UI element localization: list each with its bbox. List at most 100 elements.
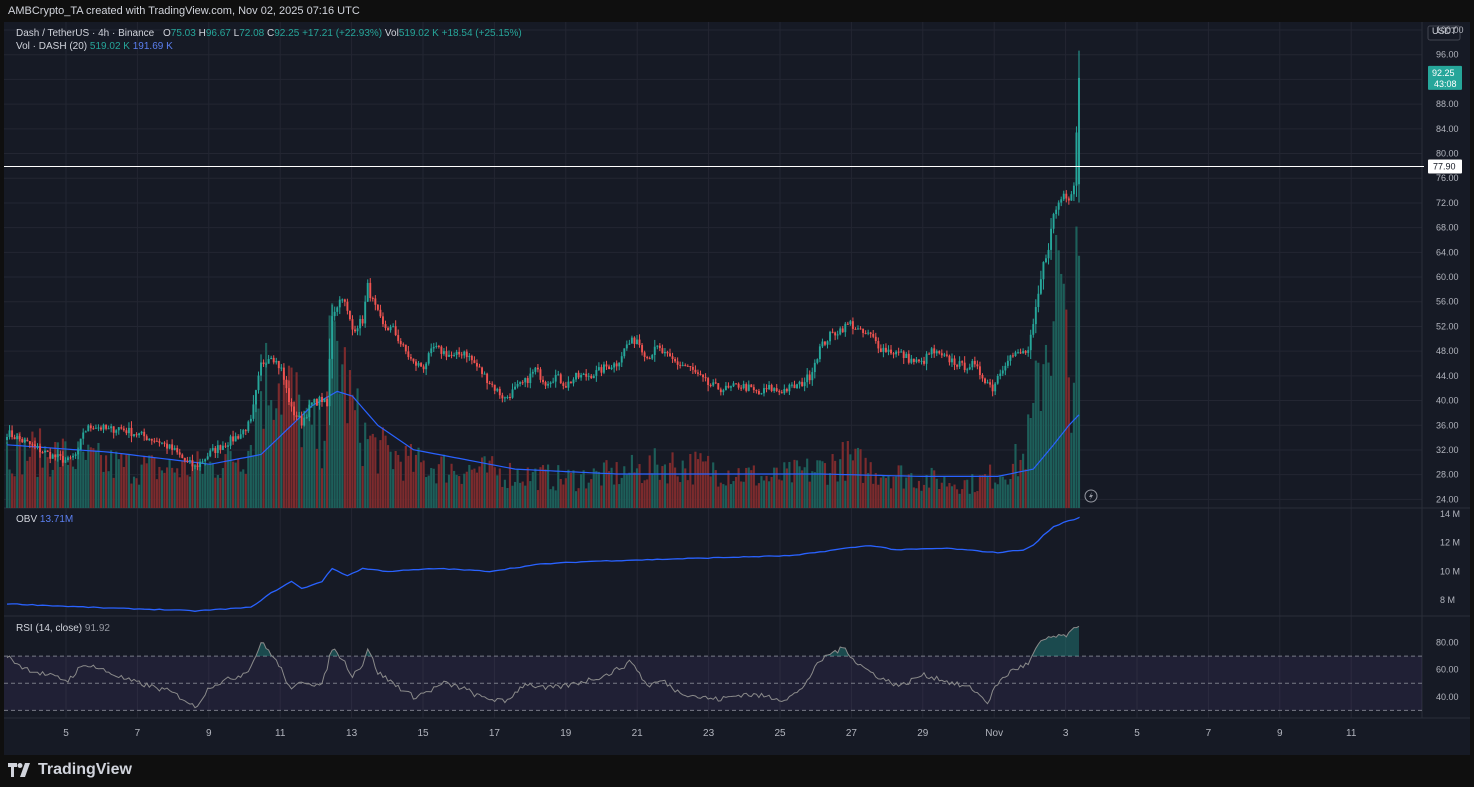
time-tick-label: 15 xyxy=(417,728,429,739)
volume-bar xyxy=(811,471,814,508)
volume-bar xyxy=(292,401,296,508)
volume-bar xyxy=(209,461,212,508)
volume-bar xyxy=(953,484,956,508)
volume-bar xyxy=(625,474,628,508)
volume-bar xyxy=(727,470,730,508)
candle-body xyxy=(488,383,491,385)
volume-bar xyxy=(333,321,336,508)
candle-body xyxy=(925,353,928,364)
volume-bar xyxy=(430,467,433,508)
volume-bar xyxy=(613,484,616,508)
candle-body xyxy=(402,344,405,346)
volume-bar xyxy=(468,464,471,508)
candle-body xyxy=(214,448,217,454)
candle-body xyxy=(737,383,740,388)
volume-bar xyxy=(275,408,278,508)
volume-legend[interactable]: Vol · DASH (20) 519.02 K 191.69 K xyxy=(16,41,173,52)
volume-bar xyxy=(1034,360,1037,508)
volume-ma-value: 191.69 K xyxy=(132,41,173,52)
candle-body xyxy=(902,351,905,359)
candle-body xyxy=(506,396,509,398)
volume-bar xyxy=(397,454,400,508)
volume-bar xyxy=(493,467,496,508)
candle-body xyxy=(790,384,793,386)
candle-body xyxy=(1065,193,1068,199)
volume-bar xyxy=(49,476,52,508)
volume-bar xyxy=(801,470,804,508)
volume-bar xyxy=(287,365,291,508)
candle-body xyxy=(755,390,758,392)
candle-body xyxy=(288,388,290,403)
volume-bar xyxy=(506,488,509,508)
volume-legend-value: 519.02 K xyxy=(89,41,130,52)
candle-body xyxy=(1055,209,1058,215)
candle-body xyxy=(554,374,557,382)
volume-bar xyxy=(463,473,466,508)
volume-bar xyxy=(826,484,829,508)
rsi-legend[interactable]: RSI (14, close) 91.92 xyxy=(16,623,110,634)
candle-body xyxy=(445,351,448,357)
volume-bar xyxy=(359,442,362,508)
volume-bar xyxy=(181,460,184,508)
candle-body xyxy=(376,304,379,310)
volume-bar xyxy=(641,483,644,508)
volume-bar xyxy=(475,472,479,508)
volume-bar xyxy=(379,440,382,508)
volume-bar xyxy=(298,394,301,508)
candle-body xyxy=(496,388,499,391)
candle-body xyxy=(707,378,710,386)
volume-bar xyxy=(84,459,87,508)
volume-bar xyxy=(508,462,512,508)
high-label: H xyxy=(198,28,206,39)
volume-bar xyxy=(747,467,750,508)
candle-body xyxy=(216,445,219,454)
candle-body xyxy=(409,357,412,359)
volume-bar xyxy=(854,448,857,508)
candle-body xyxy=(803,382,806,387)
volume-bar xyxy=(188,476,191,508)
candle-body xyxy=(97,427,100,429)
candle-body xyxy=(491,383,494,385)
candle-body xyxy=(592,375,595,379)
volume-bar xyxy=(679,482,682,508)
candle-body xyxy=(481,367,483,374)
volume-bar xyxy=(303,410,306,508)
volume-bar xyxy=(308,399,311,508)
volume-bar xyxy=(717,486,720,508)
volume-bar xyxy=(1022,453,1025,508)
candle-body xyxy=(191,460,194,467)
volume-bar xyxy=(394,450,397,508)
candle-body xyxy=(605,364,608,367)
volume-bar xyxy=(31,431,34,508)
candle-body xyxy=(219,445,222,450)
candle-body xyxy=(557,374,560,376)
volume-bar xyxy=(242,469,245,508)
volume-bar xyxy=(877,484,880,508)
candle-body xyxy=(824,341,826,345)
obv-legend[interactable]: OBV 13.71M xyxy=(16,514,73,525)
candle-body xyxy=(265,363,268,365)
volume-bar xyxy=(765,475,768,508)
candle-body xyxy=(521,382,524,384)
candle-body xyxy=(661,348,664,354)
tradingview-logo[interactable]: TradingView xyxy=(8,761,132,779)
candle-body xyxy=(468,355,471,358)
volume-bar xyxy=(160,470,164,508)
volume-bar xyxy=(23,437,26,508)
chart-panel[interactable]: USDT 100.00 96.00 88.00 84.00 80.00 76.00 72.00… xyxy=(4,22,1470,755)
candle-body xyxy=(831,331,834,333)
obv-tick-label: 8 M xyxy=(1440,595,1455,605)
candle-body xyxy=(206,456,209,460)
candle-body xyxy=(712,382,715,386)
volume-bar xyxy=(552,486,555,508)
candle-body xyxy=(407,351,410,358)
candle-body xyxy=(102,424,105,430)
candle-body xyxy=(874,336,877,342)
candle-body xyxy=(440,346,443,354)
volume-bar xyxy=(224,454,227,508)
candle-body xyxy=(989,382,992,385)
candle-body xyxy=(1027,350,1030,353)
price-tick-label: 100.00 xyxy=(1436,25,1464,35)
symbol-legend[interactable]: Dash / TetherUS · 4h · Binance O75.03 H9… xyxy=(16,28,522,39)
